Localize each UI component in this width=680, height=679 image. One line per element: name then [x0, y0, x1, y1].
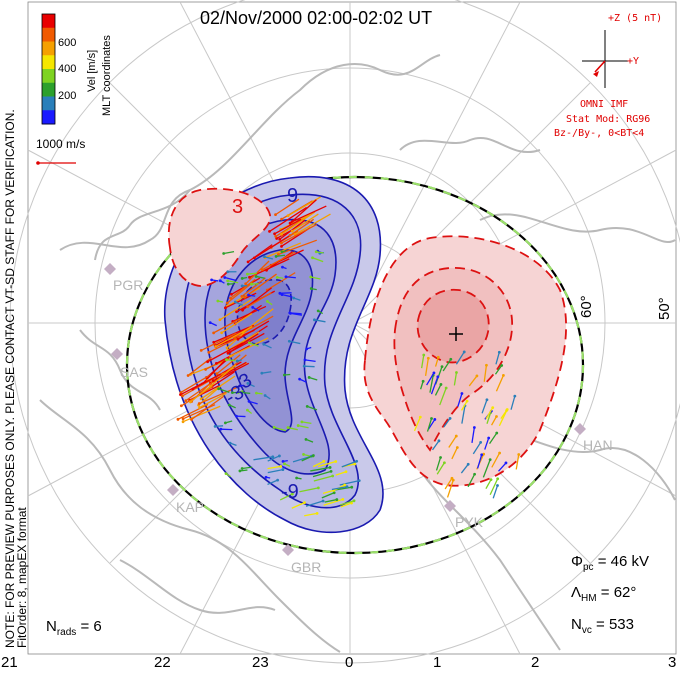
scale-vector-label: 1000 m/s — [36, 137, 85, 151]
latitude-label-60: 60° — [578, 295, 595, 318]
imf-condition: Bz-/By-, 0<BT<4 — [554, 128, 644, 139]
imf-source-label: OMNI IMF — [580, 99, 628, 110]
colorbar-segment — [42, 14, 55, 28]
colorbar-segment — [42, 42, 55, 56]
mlt-tick-3: 3 — [668, 654, 676, 671]
lambda-hm-stat: ΛHM = 62° — [571, 584, 636, 604]
n-vc-stat: Nvc = 533 — [571, 616, 634, 636]
colorbar-segment — [42, 110, 55, 124]
fit-order-note: FitOrder: 8, mapEX format — [15, 507, 29, 648]
n-rads-stat: Nrads = 6 — [46, 618, 102, 638]
colorbar-segment — [42, 83, 55, 97]
mlt-tick-0: 0 — [345, 654, 353, 671]
contour-label-bottom: -9 — [281, 481, 299, 504]
contour-label-dusk-positive: 3 — [232, 196, 243, 219]
mlt-tick-1: 1 — [433, 654, 441, 671]
colorbar-segment — [42, 69, 55, 83]
colorbar-segment — [42, 97, 55, 111]
colorbar-tick-200: 200 — [58, 90, 76, 102]
mlt-tick-22: 22 — [154, 654, 171, 671]
imf-stat-model: Stat Mod: RG96 — [566, 114, 650, 125]
latitude-label-50: 50° — [656, 297, 673, 320]
phi-pc-stat: Φpc = 46 kV — [571, 553, 649, 573]
velocity-colorbar — [42, 14, 55, 125]
station-sas: SAS — [120, 364, 148, 380]
colorbar-tick-600: 600 — [58, 37, 76, 49]
mlt-tick-23: 23 — [252, 654, 269, 671]
mlt-tick-2: 2 — [531, 654, 539, 671]
station-kap: KAP — [176, 499, 204, 515]
imf-z-label: +Z (5 nT) — [608, 13, 662, 24]
scale-vector-origin — [36, 161, 40, 165]
page-title: 02/Nov/2000 02:00-02:02 UT — [200, 8, 432, 29]
imf-y-label: +Y — [627, 56, 639, 67]
station-han: HAN — [583, 437, 613, 453]
coordinate-system-label: MLT coordinates — [101, 35, 113, 116]
colorbar-tick-400: 400 — [58, 63, 76, 75]
station-pyk: PYK — [455, 514, 483, 530]
station-pgr: PGR — [113, 277, 143, 293]
colorbar-label: Vel [m/s] — [86, 50, 98, 92]
mlt-tick-21: 21 — [1, 654, 18, 671]
station-gbr: GBR — [291, 559, 321, 575]
colorbar-segment — [42, 28, 55, 42]
colorbar-segment — [42, 55, 55, 69]
contour-label-top: 9 — [287, 185, 298, 208]
